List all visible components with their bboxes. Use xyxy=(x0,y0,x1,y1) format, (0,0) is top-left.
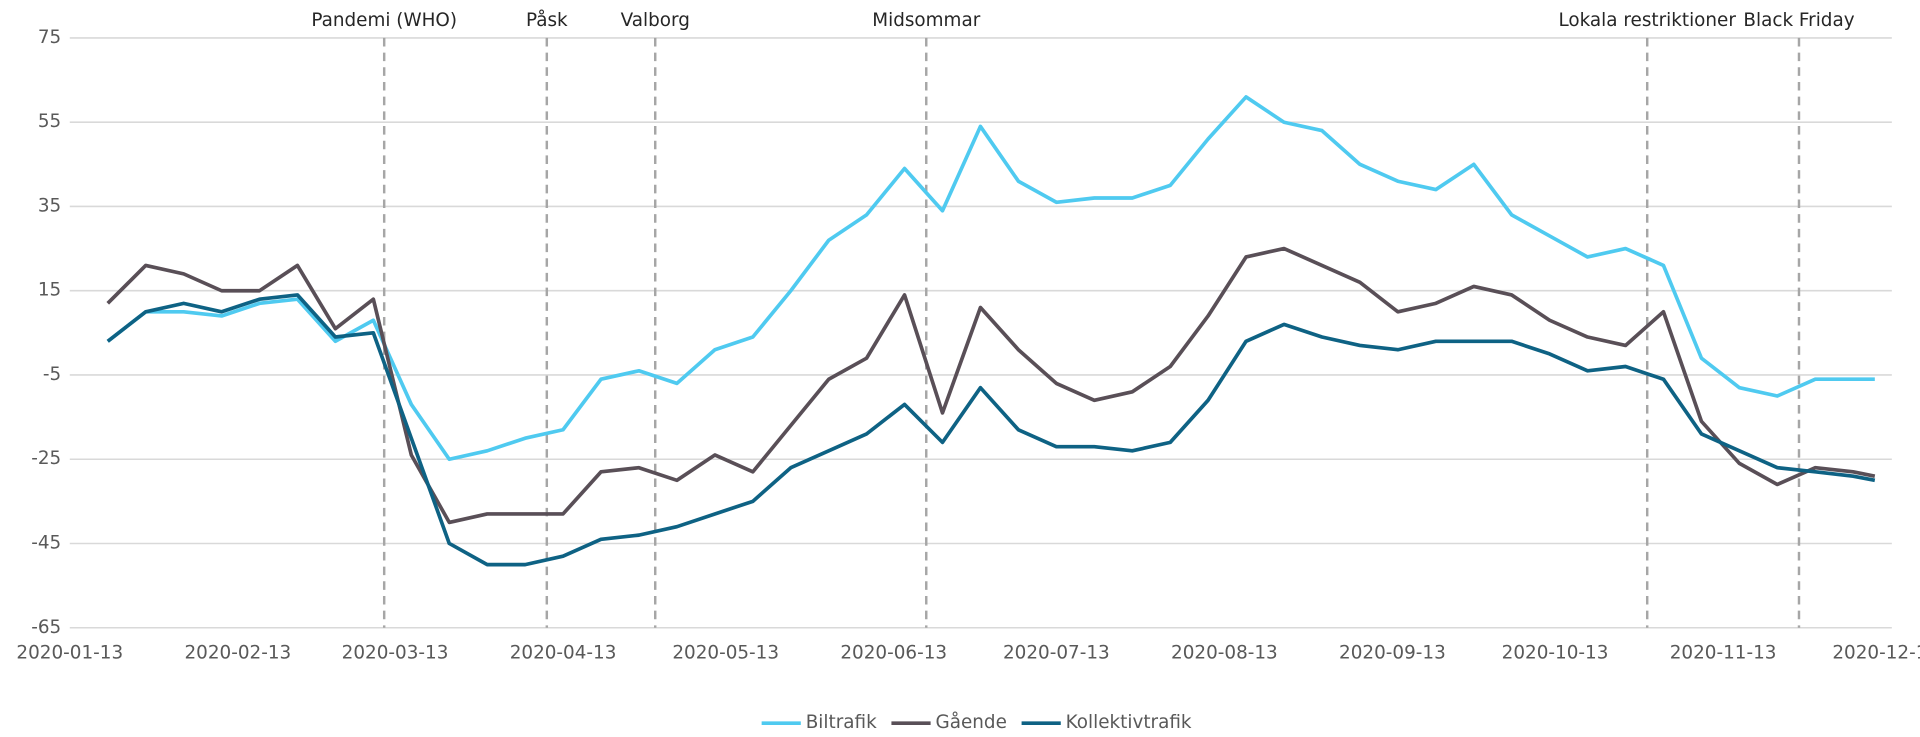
series-line xyxy=(106,293,1876,567)
x-tick-label: 2020-09-13 xyxy=(1339,642,1446,663)
y-tick-label: 15 xyxy=(38,280,61,301)
x-tick-label: 2020-01-13 xyxy=(16,642,123,663)
series-line xyxy=(106,95,1875,462)
x-tick-label: 2020-08-13 xyxy=(1171,642,1278,663)
event-label: Pandemi (WHO) xyxy=(311,10,457,31)
event-label: Lokala restriktioner xyxy=(1558,10,1736,31)
x-tick-label: 2020-05-13 xyxy=(672,642,779,663)
x-tick-label: 2020-07-13 xyxy=(1003,642,1110,663)
x-tick-label: 2020-02-13 xyxy=(184,642,291,663)
event-label: Valborg xyxy=(621,10,690,31)
y-tick-label: 55 xyxy=(38,111,61,132)
legend-label: Biltrafik xyxy=(806,712,877,733)
y-tick-label: -25 xyxy=(31,448,61,469)
legend-label: Kollektivtrafik xyxy=(1066,712,1192,733)
y-tick-label: 75 xyxy=(38,27,61,48)
y-tick-label: -45 xyxy=(31,533,61,554)
x-tick-label: 2020-03-13 xyxy=(342,642,449,663)
x-tick-label: 2020-12-13 xyxy=(1832,642,1920,663)
event-label: Black Friday xyxy=(1743,10,1854,31)
series-line xyxy=(106,246,1876,525)
event-label: Påsk xyxy=(526,10,568,31)
x-tick-label: 2020-10-13 xyxy=(1502,642,1609,663)
x-tick-label: 2020-11-13 xyxy=(1670,642,1777,663)
y-tick-label: -5 xyxy=(43,364,61,385)
legend-label: Gående xyxy=(936,712,1007,733)
x-tick-label: 2020-04-13 xyxy=(510,642,617,663)
y-tick-label: 35 xyxy=(38,195,61,216)
x-tick-label: 2020-06-13 xyxy=(840,642,947,663)
event-label: Midsommar xyxy=(872,10,980,31)
y-tick-label: -65 xyxy=(31,617,61,638)
